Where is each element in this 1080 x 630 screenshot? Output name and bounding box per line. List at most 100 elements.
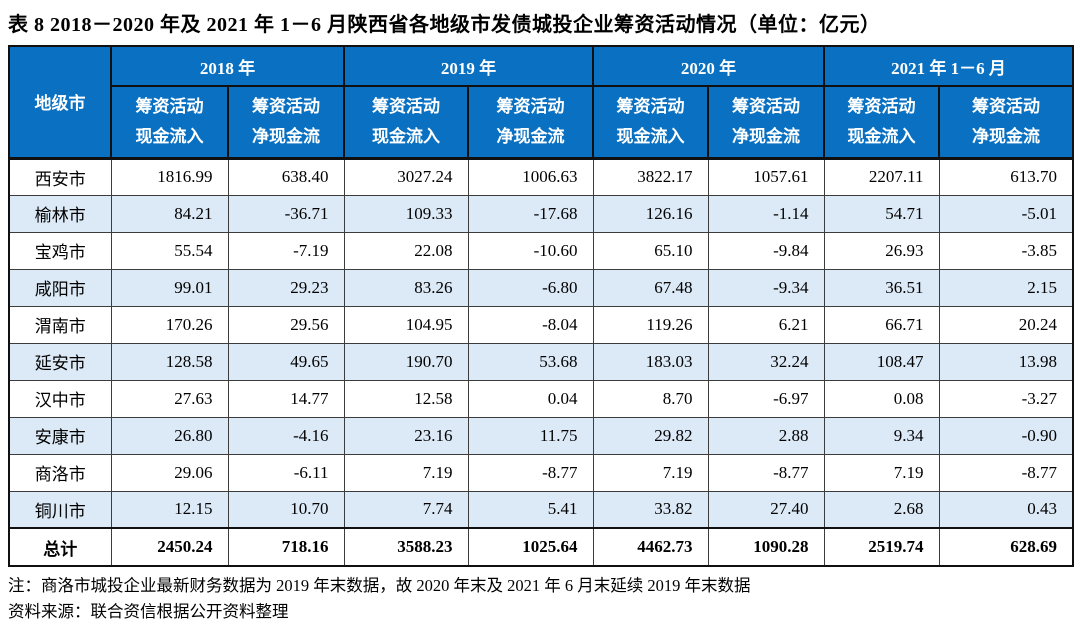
subheader-line: 筹资活动 (135, 96, 204, 116)
source-line: 资料来源：联合资信根据公开资料整理 (8, 602, 289, 621)
city-cell: 延安市 (8, 342, 112, 381)
value-cell: 36.51 (823, 268, 940, 307)
value-cell: 23.16 (343, 416, 469, 455)
subheader-line: 筹资活动 (372, 96, 440, 116)
subheader-row: 筹资活动 现金流入 筹资活动 净现金流 筹资活动 现金流入 筹资活动 净现金流 … (9, 85, 1074, 159)
value-cell: -8.77 (467, 453, 594, 492)
city-cell: 咸阳市 (8, 268, 112, 307)
value-cell: 2.68 (823, 490, 940, 529)
table-body: 西安市 1816.99 638.40 3027.24 1006.63 3822.… (8, 156, 1074, 567)
city-cell: 宝鸡市 (8, 231, 112, 270)
total-value-cell: 1090.28 (707, 527, 825, 567)
value-cell: 108.47 (823, 342, 940, 381)
value-cell: 29.82 (592, 416, 709, 455)
table-row: 铜川市 12.15 10.70 7.74 5.41 33.82 27.40 2.… (8, 490, 1074, 529)
value-cell: -17.68 (467, 194, 594, 233)
subheader-inflow-2020: 筹资活动 现金流入 (592, 85, 709, 159)
subheader-line: 筹资活动 (972, 96, 1040, 116)
value-cell: 67.48 (592, 268, 709, 307)
subheader-line: 净现金流 (252, 126, 320, 146)
value-cell: 183.03 (592, 342, 709, 381)
subheader-net-2018: 筹资活动 净现金流 (227, 85, 345, 159)
value-cell: 1816.99 (110, 156, 229, 196)
total-value-cell: 3588.23 (343, 527, 469, 567)
total-value-cell: 2519.74 (823, 527, 940, 567)
value-cell: 27.40 (707, 490, 825, 529)
value-cell: 12.58 (343, 379, 469, 418)
table-row: 渭南市 170.26 29.56 104.95 -8.04 119.26 6.2… (8, 305, 1074, 344)
value-cell: -4.16 (227, 416, 345, 455)
value-cell: -3.85 (938, 231, 1074, 270)
value-cell: -6.80 (467, 268, 594, 307)
value-cell: 7.19 (823, 453, 940, 492)
value-cell: 13.98 (938, 342, 1074, 381)
city-cell: 渭南市 (8, 305, 112, 344)
value-cell: 3822.17 (592, 156, 709, 196)
subheader-line: 净现金流 (732, 126, 800, 146)
value-cell: 0.04 (467, 379, 594, 418)
city-cell: 榆林市 (8, 194, 112, 233)
total-row: 总计 2450.24 718.16 3588.23 1025.64 4462.7… (8, 527, 1074, 567)
city-cell: 商洛市 (8, 453, 112, 492)
value-cell: 7.19 (343, 453, 469, 492)
value-cell: -6.11 (227, 453, 345, 492)
value-cell: 638.40 (227, 156, 345, 196)
value-cell: -36.71 (227, 194, 345, 233)
value-cell: -3.27 (938, 379, 1074, 418)
subheader-line: 筹资活动 (616, 96, 685, 116)
table-header: 地级市 2018 年 2019 年 2020 年 2021 年 1－6 月 筹资… (8, 45, 1074, 159)
subheader-line: 现金流入 (135, 126, 204, 146)
total-value-cell: 4462.73 (592, 527, 709, 567)
value-cell: 128.58 (110, 342, 229, 381)
subheader-line: 净现金流 (972, 126, 1040, 146)
year-group-2019: 2019 年 (343, 45, 594, 87)
table-row: 延安市 128.58 49.65 190.70 53.68 183.03 32.… (8, 342, 1074, 381)
value-cell: -8.77 (938, 453, 1074, 492)
value-cell: -1.14 (707, 194, 825, 233)
value-cell: 22.08 (343, 231, 469, 270)
value-cell: 6.21 (707, 305, 825, 344)
value-cell: -5.01 (938, 194, 1074, 233)
value-cell: 10.70 (227, 490, 345, 529)
subheader-line: 现金流入 (372, 126, 440, 146)
value-cell: 29.06 (110, 453, 229, 492)
value-cell: 119.26 (592, 305, 709, 344)
value-cell: 26.93 (823, 231, 940, 270)
value-cell: 12.15 (110, 490, 229, 529)
value-cell: -7.19 (227, 231, 345, 270)
value-cell: -8.04 (467, 305, 594, 344)
total-value-cell: 628.69 (938, 527, 1074, 567)
city-cell: 铜川市 (8, 490, 112, 529)
subheader-inflow-2019: 筹资活动 现金流入 (343, 85, 469, 159)
value-cell: 3027.24 (343, 156, 469, 196)
value-cell: 29.23 (227, 268, 345, 307)
table-row: 榆林市 84.21 -36.71 109.33 -17.68 126.16 -1… (8, 194, 1074, 233)
year-group-2020: 2020 年 (592, 45, 825, 87)
value-cell: 27.63 (110, 379, 229, 418)
subheader-line: 现金流入 (616, 126, 685, 146)
value-cell: -8.77 (707, 453, 825, 492)
city-cell: 西安市 (8, 156, 112, 196)
total-value-cell: 1025.64 (467, 527, 594, 567)
table-title: 表 8 2018－2020 年及 2021 年 1－6 月陕西省各地级市发债城投… (8, 14, 881, 36)
value-cell: 1006.63 (467, 156, 594, 196)
value-cell: 55.54 (110, 231, 229, 270)
value-cell: 29.56 (227, 305, 345, 344)
table-row: 商洛市 29.06 -6.11 7.19 -8.77 7.19 -8.77 7.… (8, 453, 1074, 492)
subheader-net-2021h1: 筹资活动 净现金流 (938, 85, 1074, 159)
value-cell: 1057.61 (707, 156, 825, 196)
subheader-line: 筹资活动 (732, 96, 800, 116)
value-cell: 2.15 (938, 268, 1074, 307)
value-cell: 99.01 (110, 268, 229, 307)
value-cell: 20.24 (938, 305, 1074, 344)
value-cell: 9.34 (823, 416, 940, 455)
total-value-cell: 2450.24 (110, 527, 229, 567)
table-row: 咸阳市 99.01 29.23 83.26 -6.80 67.48 -9.34 … (8, 268, 1074, 307)
subheader-inflow-2018: 筹资活动 现金流入 (110, 85, 229, 159)
value-cell: -0.90 (938, 416, 1074, 455)
subheader-line: 筹资活动 (847, 96, 916, 116)
value-cell: 170.26 (110, 305, 229, 344)
value-cell: 33.82 (592, 490, 709, 529)
table-row: 汉中市 27.63 14.77 12.58 0.04 8.70 -6.97 0.… (8, 379, 1074, 418)
